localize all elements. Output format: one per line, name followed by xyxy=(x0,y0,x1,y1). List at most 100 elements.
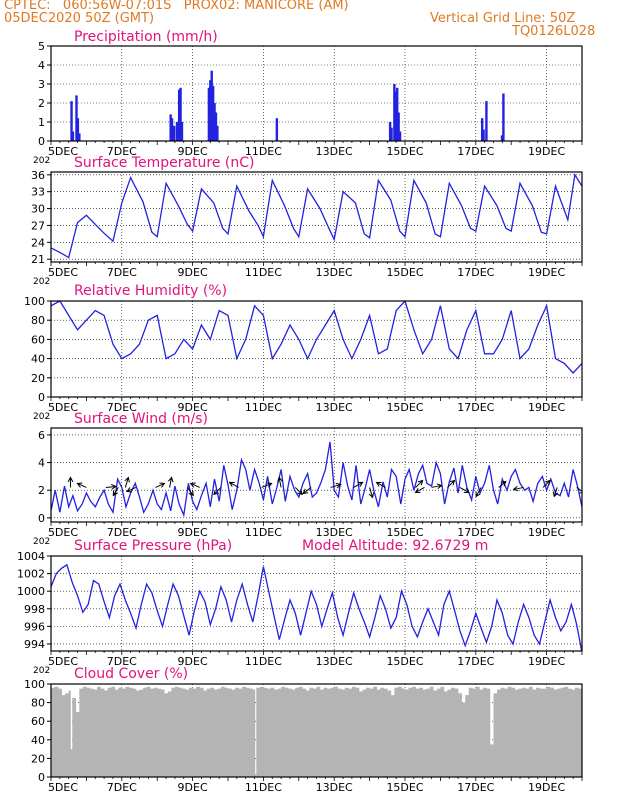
panel-title: Surface Pressure (hPa) xyxy=(74,538,232,554)
precip-bar xyxy=(485,101,488,141)
cloud-bar xyxy=(199,687,204,777)
cloud-bar xyxy=(486,688,491,777)
x-tick-label: 7DEC xyxy=(107,266,137,279)
cloud-bar xyxy=(436,688,441,777)
cloud-bar xyxy=(497,689,501,777)
cloud-bar xyxy=(118,687,123,777)
wind-vector xyxy=(368,487,375,499)
x-tick-label: 17DEC xyxy=(457,401,494,414)
x-tick-label: 11DEC xyxy=(245,781,282,794)
cloud-bar xyxy=(567,688,572,777)
y-tick-label: 40 xyxy=(31,353,45,366)
y-tick-label: 4 xyxy=(38,59,45,72)
plot-area xyxy=(51,441,582,518)
cloud-bar xyxy=(341,689,346,777)
cloud-bar xyxy=(146,686,151,777)
x-year-label: 202 xyxy=(33,277,50,287)
wind-vector xyxy=(228,481,239,488)
precip-bar xyxy=(210,70,213,141)
cloud-bar xyxy=(89,688,94,777)
y-tick-label: 994 xyxy=(24,638,45,651)
precip-bar xyxy=(275,118,279,141)
cloud-bar xyxy=(528,686,533,777)
cloud-bar xyxy=(543,688,547,777)
precip-bar xyxy=(396,87,399,141)
panel-temperature: 21 24 27 30 33 36 5DEC 7DEC 9DEC 11DEC 13DEC 15DEC 1… xyxy=(31,155,583,287)
x-tick-label: 5DEC xyxy=(48,401,78,414)
cloud-bar xyxy=(196,686,200,777)
x-tick-label: 9DEC xyxy=(178,781,208,794)
series-line xyxy=(51,301,582,374)
cloud-bar xyxy=(362,689,367,777)
cloud-bar xyxy=(539,688,544,777)
cloud-bar xyxy=(394,687,399,777)
wind-vector xyxy=(126,486,137,493)
x-tick-label: 7DEC xyxy=(107,655,137,668)
cloud-bar xyxy=(550,687,554,777)
cloud-bar xyxy=(189,687,193,777)
y-tick-label: 20 xyxy=(31,752,45,765)
cloud-bar xyxy=(380,687,385,777)
cloud-bar xyxy=(468,687,473,777)
cloud-bar xyxy=(72,697,77,777)
cloud-bar xyxy=(97,686,101,777)
y-tick-label: 0 xyxy=(38,391,45,404)
plot-frame xyxy=(50,171,583,263)
plot-frame xyxy=(50,300,583,398)
cloud-bar xyxy=(79,688,84,777)
precip-bar xyxy=(70,101,73,141)
cloud-bar xyxy=(150,688,154,777)
cloud-bar xyxy=(518,688,523,777)
precip-bar xyxy=(394,91,397,141)
wind-vector xyxy=(459,487,470,493)
y-tick-label: 2 xyxy=(38,97,45,110)
y-tick-label: 100 xyxy=(24,678,45,691)
wind-vector xyxy=(542,479,551,488)
precip-bar xyxy=(75,95,78,141)
precip-bar xyxy=(78,133,81,141)
x-tick-label: 13DEC xyxy=(316,781,353,794)
cloud-bar xyxy=(114,689,119,777)
cloud-bar xyxy=(454,688,459,777)
panel-humidity: 0 20 40 60 80 100 5DEC 7DEC 9DEC 11DEC 13DEC 15DEC 1… xyxy=(24,283,583,422)
wind-vector xyxy=(353,481,364,488)
cloud-bar xyxy=(553,689,558,777)
cloud-bar xyxy=(51,687,55,777)
y-tick-label: 27 xyxy=(31,219,45,232)
cloud-bar xyxy=(254,774,257,777)
cloud-bar xyxy=(564,686,569,777)
cloud-bar xyxy=(419,687,423,777)
x-tick-label: 17DEC xyxy=(457,655,494,668)
cloud-bar xyxy=(560,687,565,777)
cloud-bar xyxy=(121,688,126,777)
cloud-bar xyxy=(231,689,236,777)
precip-bar xyxy=(502,93,505,141)
wind-vector xyxy=(105,484,117,490)
cloud-bar xyxy=(507,686,512,777)
cloud-bar xyxy=(220,686,225,777)
cloud-bar xyxy=(132,688,137,777)
cloud-bar xyxy=(61,695,66,777)
wind-vector xyxy=(277,476,283,488)
cloud-bar xyxy=(390,695,395,777)
cloud-bar xyxy=(316,686,321,777)
x-tick-label: 19DEC xyxy=(528,526,565,539)
cloud-bar xyxy=(58,688,62,777)
plot-frame xyxy=(50,427,583,523)
x-tick-label: 11DEC xyxy=(245,145,282,158)
panel-title: Precipitation (mm/h) xyxy=(74,29,218,45)
x-tick-label: 13DEC xyxy=(316,266,353,279)
precip-bar xyxy=(207,87,211,141)
precip-bar xyxy=(179,87,182,141)
x-tick-label: 19DEC xyxy=(528,145,565,158)
wind-vector xyxy=(552,487,559,498)
x-tick-label: 17DEC xyxy=(457,781,494,794)
y-tick-label: 40 xyxy=(31,734,45,747)
y-tick-label: 1000 xyxy=(17,585,45,598)
cloud-bar xyxy=(192,688,197,777)
wind-vector xyxy=(186,487,194,497)
y-tick-label: 100 xyxy=(24,295,45,308)
y-tick-label: 80 xyxy=(31,697,45,710)
x-tick-label: 19DEC xyxy=(528,655,565,668)
cloud-bar xyxy=(351,686,356,777)
